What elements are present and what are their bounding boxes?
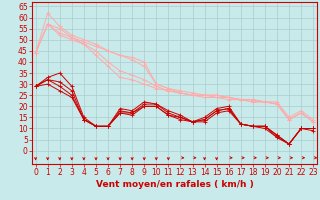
X-axis label: Vent moyen/en rafales ( km/h ): Vent moyen/en rafales ( km/h ): [96, 180, 253, 189]
